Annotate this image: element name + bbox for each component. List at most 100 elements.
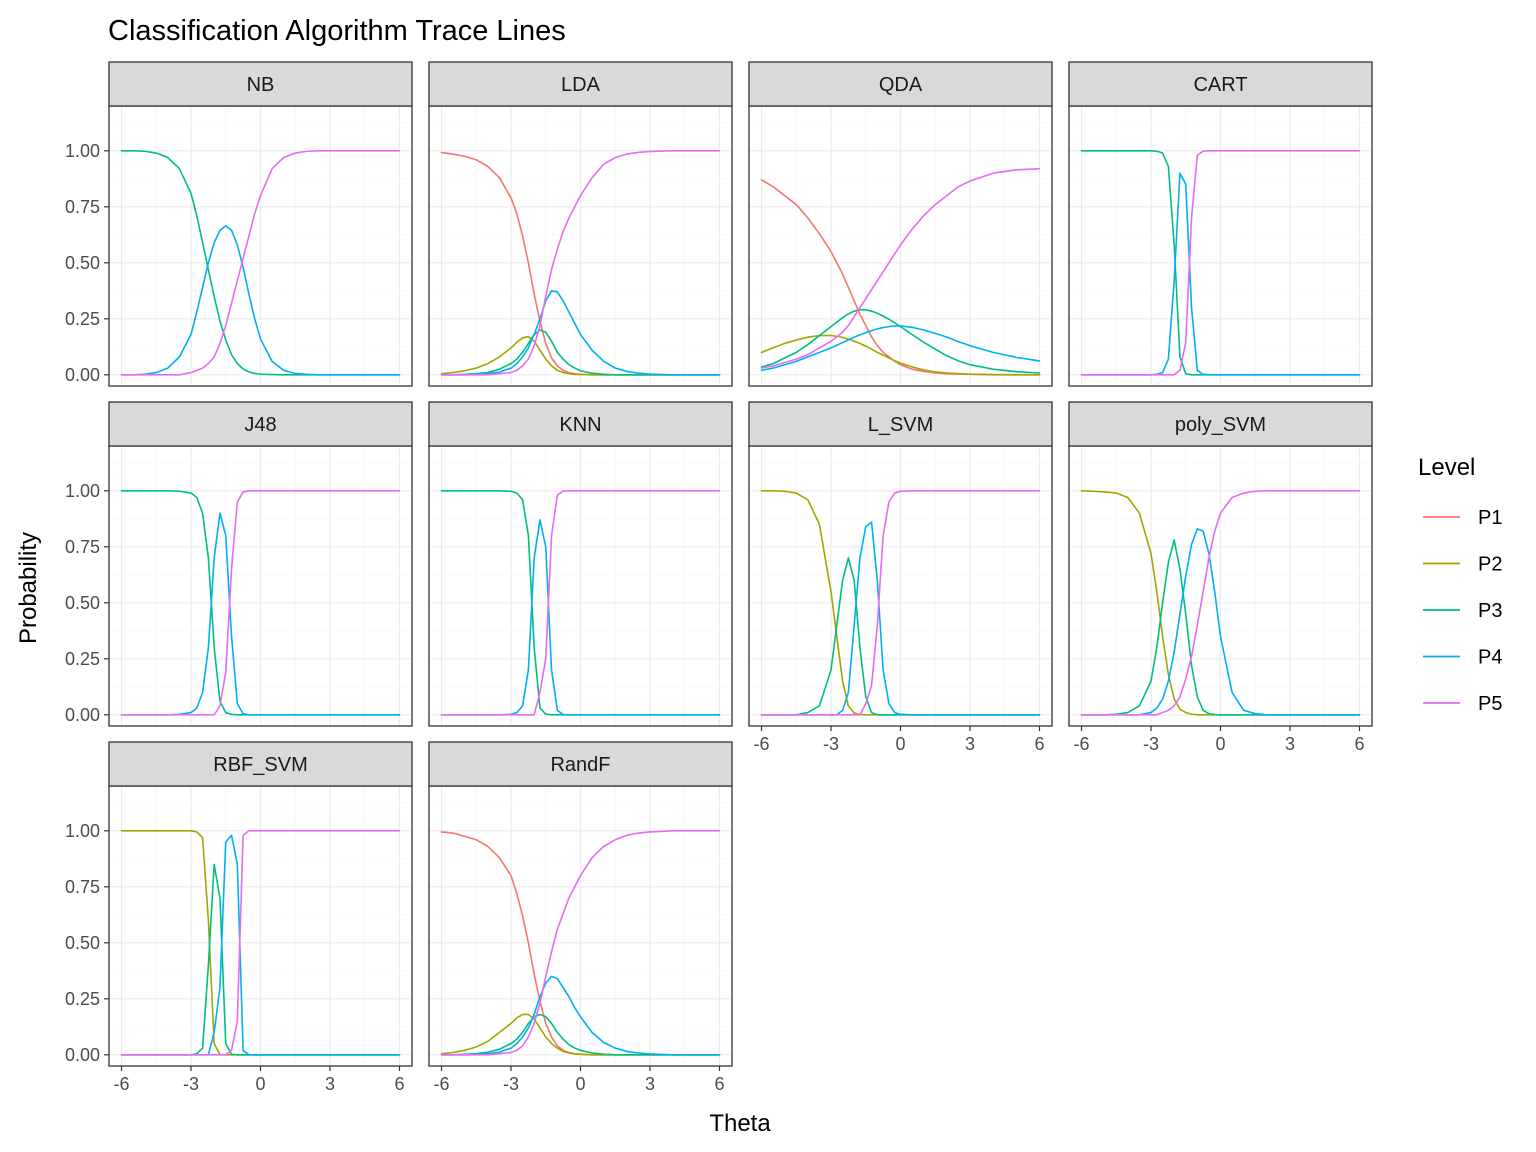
series-line-randf-p4 (440, 975, 721, 1056)
panel-cart: CART (1068, 61, 1373, 387)
series-line-knn-p5 (440, 489, 721, 716)
panel-randf: RandF -6 -3 0 3 6 (428, 741, 733, 1094)
x-axis-title: Theta (709, 1110, 771, 1137)
panel-l-svm: L_SVM -6 -3 0 3 6 (748, 401, 1053, 754)
x-tick-label: 6 (1354, 734, 1364, 754)
series-line-lda-p4 (440, 289, 721, 376)
x-tick-label: -6 (1074, 734, 1090, 754)
x-tick-label: -3 (1143, 734, 1159, 754)
series-line-lda-p5 (440, 150, 721, 376)
legend-entry-p5: P5 (1423, 693, 1502, 715)
x-tick-label: -3 (183, 1074, 199, 1094)
series-lines (120, 150, 401, 376)
legend: Level P1 P2 P3 P4 P5 (1418, 454, 1502, 715)
x-tick-label: 3 (645, 1074, 655, 1094)
legend-label: P1 (1478, 507, 1502, 529)
series-lines (440, 489, 721, 716)
y-tick-label: 0.00 (65, 705, 100, 725)
gridlines (109, 446, 412, 726)
series-lines (760, 489, 1041, 716)
series-line-randf-p3 (440, 1013, 721, 1056)
y-tick-label: 0.00 (65, 365, 100, 385)
x-tick-label: 0 (575, 1074, 585, 1094)
facet-label: RandF (550, 754, 610, 776)
panel-nb: NB 0.00 0.25 0.50 0.75 1.00 (65, 61, 413, 387)
series-lines (440, 829, 721, 1056)
series-lines (1080, 150, 1361, 376)
legend-label: P3 (1478, 600, 1502, 622)
y-tick-label: 0.50 (65, 253, 100, 273)
panel-lda: LDA (428, 61, 733, 387)
x-tick-label: 0 (895, 734, 905, 754)
y-tick-label: 0.50 (65, 933, 100, 953)
facet-label: KNN (559, 414, 601, 436)
series-line-randf-p5 (440, 829, 721, 1056)
facet-strip (108, 741, 413, 787)
series-line-rbf-svm-p5 (120, 829, 401, 1056)
x-tick-label: -6 (434, 1074, 450, 1094)
facet-label: poly_SVM (1175, 414, 1266, 436)
legend-label: P5 (1478, 693, 1502, 715)
series-line-lda-p3 (440, 329, 721, 376)
legend-entry-p4: P4 (1423, 647, 1502, 669)
facet-strip (748, 61, 1053, 107)
panel-rbf-svm: RBF_SVM 0.00 0.25 0.50 0.75 1.00 -6 -3 0 3 6 (65, 741, 413, 1094)
y-tick-label: 0.75 (65, 537, 100, 557)
gridlines (1069, 446, 1372, 726)
facet-strip (428, 401, 733, 447)
x-tick-label: 0 (255, 1074, 265, 1094)
chart-title: Classification Algorithm Trace Lines (108, 15, 566, 47)
series-line-qda-p2 (760, 334, 1041, 376)
facet-label: J48 (244, 414, 276, 436)
facet-strip (1068, 401, 1373, 447)
y-tick-label: 0.25 (65, 309, 100, 329)
y-tick-label: 0.25 (65, 649, 100, 669)
x-tick-label: 0 (1215, 734, 1225, 754)
legend-title: Level (1418, 454, 1475, 481)
facet-label: L_SVM (868, 414, 934, 436)
gridlines (429, 446, 732, 726)
series-line-l-svm-p5 (760, 489, 1041, 716)
legend-entry-p1: P1 (1423, 507, 1502, 529)
series-line-qda-p4 (760, 325, 1041, 372)
gridlines (749, 106, 1052, 386)
x-tick-label: -3 (503, 1074, 519, 1094)
facet-strip (748, 401, 1053, 447)
x-tick-label: -3 (823, 734, 839, 754)
series-line-cart-p5 (1080, 150, 1361, 376)
x-tick-label: 6 (394, 1074, 404, 1094)
facet-panels: NB 0.00 0.25 0.50 0.75 1.00 LDA QDA CART J48 0.00 0… (65, 61, 1373, 1094)
legend-entries: P1 P2 P3 P4 P5 (1423, 507, 1502, 715)
y-tick-label: 1.00 (65, 141, 100, 161)
series-line-nb-p4 (120, 225, 401, 376)
series-line-nb-p5 (120, 150, 401, 376)
facet-strip (428, 741, 733, 787)
panel-qda: QDA (748, 61, 1053, 387)
panel-j48: J48 0.00 0.25 0.50 0.75 1.00 (65, 401, 413, 727)
series-line-qda-p5 (760, 167, 1041, 369)
x-tick-label: 6 (1034, 734, 1044, 754)
x-tick-label: 3 (965, 734, 975, 754)
legend-entry-p2: P2 (1423, 554, 1502, 576)
legend-label: P4 (1478, 647, 1502, 669)
y-axis-title: Probability (15, 532, 42, 644)
facet-label: QDA (879, 74, 923, 96)
series-lines (760, 167, 1041, 376)
panel-poly-svm: poly_SVM -6 -3 0 3 6 (1068, 401, 1373, 754)
facet-label: RBF_SVM (213, 754, 307, 776)
legend-entry-p3: P3 (1423, 600, 1502, 622)
series-lines (440, 150, 721, 376)
y-tick-label: 0.75 (65, 877, 100, 897)
x-tick-label: 3 (1285, 734, 1295, 754)
y-tick-label: 1.00 (65, 481, 100, 501)
y-tick-label: 0.75 (65, 197, 100, 217)
series-lines (1080, 489, 1361, 716)
legend-label: P2 (1478, 554, 1502, 576)
x-tick-label: 3 (325, 1074, 335, 1094)
facet-strip (1068, 61, 1373, 107)
x-tick-label: 6 (714, 1074, 724, 1094)
facet-strip (428, 61, 733, 107)
panel-knn: KNN (428, 401, 733, 727)
